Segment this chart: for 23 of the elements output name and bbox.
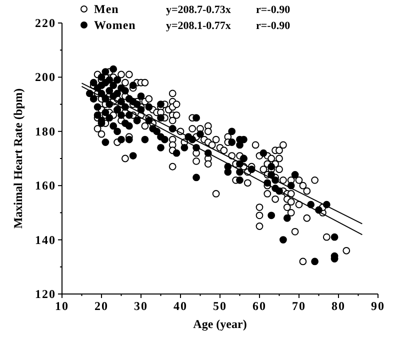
x-tick-label: 80 — [332, 299, 346, 313]
y-tick-label: 200 — [35, 70, 56, 84]
y-tick-label: 160 — [35, 178, 56, 193]
x-tick-label: 90 — [371, 299, 385, 313]
annotation: r=-0.90 — [256, 20, 291, 32]
y-tick-label: 140 — [35, 232, 56, 247]
x-tick-label: 40 — [174, 299, 188, 313]
text: y=208.7-0.73x — [166, 4, 232, 16]
y-tick-label: 120 — [35, 287, 56, 301]
x-tick-label: 20 — [94, 299, 108, 313]
x-tick-label: 30 — [134, 299, 148, 313]
y-tick-label: 220 — [35, 16, 56, 30]
x-tick-label: 60 — [252, 299, 266, 313]
legend-label: Men — [94, 2, 119, 16]
x-tick-label: 10 — [55, 299, 69, 313]
x-tick-label: 70 — [292, 299, 306, 313]
y-tick-label: 180 — [35, 124, 56, 138]
legend-label: Women — [94, 18, 136, 32]
y-axis-title: Maximal Heart Rate (bpm) — [11, 88, 25, 229]
x-axis-title: Age (year) — [193, 317, 247, 331]
annotation: y=208.1-0.77x — [166, 20, 232, 32]
x-tick-label: 50 — [213, 299, 227, 313]
text: r=-0.90 — [256, 4, 291, 16]
